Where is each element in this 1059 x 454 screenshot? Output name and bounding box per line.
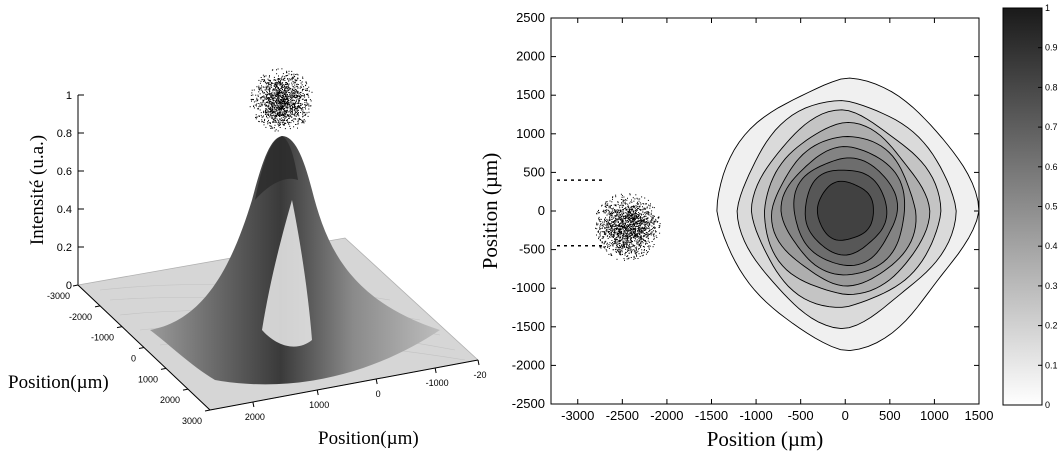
- x-tick-label: 1000: [138, 374, 158, 384]
- y-axis-ticks: 2000 1000 0 -1000 -20: [245, 359, 487, 422]
- z-axis-label: Intensité (u.a.): [27, 135, 48, 245]
- colorbar-tick-label: 0.2: [1045, 321, 1058, 331]
- contour-y-tick-label: 1500: [516, 87, 545, 102]
- colorbar-tick-label: 0.4: [1045, 241, 1058, 251]
- z-tick-label: 1: [66, 90, 72, 102]
- contour-y-label: Position (µm): [478, 153, 502, 270]
- y-axis-label: Position(µm): [318, 428, 419, 449]
- colorbar-tick-label: 0.9: [1045, 43, 1058, 53]
- contour-speckle-inset: [595, 193, 661, 261]
- contour-level: [816, 180, 874, 241]
- colorbar-tick-label: 0.5: [1045, 202, 1058, 212]
- z-tick-label: 0: [66, 280, 72, 292]
- contour-y-tick-label: 2500: [516, 10, 545, 25]
- colorbar-tick-label: 0.6: [1045, 162, 1058, 172]
- colorbar-tick-label: 1: [1045, 3, 1050, 13]
- contour-y-tick-label: 1000: [516, 126, 545, 141]
- x-tick-label: 0: [131, 354, 136, 364]
- contour-x-tick-label: 1000: [920, 408, 949, 423]
- x-axis-label: Position(µm): [8, 372, 109, 393]
- z-axis-ticks: 0 0.2 0.4 0.6 0.8 1: [57, 90, 84, 292]
- z-tick-label: 0.6: [57, 166, 72, 178]
- contour-y-tick-label: -2500: [512, 396, 545, 411]
- contour-y-tick-label: -1500: [512, 319, 545, 334]
- colorbar-tick-label: 0.7: [1045, 122, 1058, 132]
- colorbar-bar: [1002, 7, 1043, 406]
- y-tick-label: 2000: [245, 412, 265, 422]
- contour-x-tick-label: 1500: [965, 408, 994, 423]
- contour-x-tick-label: 500: [879, 408, 901, 423]
- contour-x-ticks: -3000 -2500 -2000 -1500 -1000 -500 0 500 1000 150…: [561, 18, 993, 423]
- x-tick-label: 2000: [160, 395, 180, 405]
- z-tick-label: 0.8: [57, 128, 72, 140]
- z-tick-label: 0.4: [57, 204, 72, 216]
- colorbar-ticks: 0 0.1 0.2 0.3 0.4 0.5 0.6 0.7 0.8 0.9 1: [1038, 3, 1058, 410]
- x-tick-label: 3000: [182, 416, 202, 426]
- colorbar-tick-label: 0: [1045, 400, 1050, 410]
- contour-plot: -3000 -2500 -2000 -1500 -1000 -500 0 500 1000 150…: [478, 10, 993, 451]
- surface-plot: 0 0.2 0.4 0.6 0.8 1 Intensité (u.a.) -3000 -20…: [8, 68, 487, 449]
- contour-y-tick-label: -2000: [512, 357, 545, 372]
- y-axis-line: [209, 359, 479, 411]
- y-tick-label: 1000: [309, 400, 329, 410]
- y-tick-label: -20: [473, 370, 486, 380]
- contour-y-tick-label: 0: [538, 203, 545, 218]
- contour-y-tick-label: -500: [519, 242, 545, 257]
- x-tick-label: -3000: [47, 291, 70, 301]
- inset-marker-lines: [557, 179, 605, 247]
- surface-peak-highlight: [262, 200, 312, 347]
- contour-x-tick-label: -2500: [606, 408, 639, 423]
- x-tick-label: -1000: [91, 333, 114, 343]
- colorbar-tick-label: 0.3: [1045, 281, 1058, 291]
- contour-x-tick-label: -1000: [739, 408, 772, 423]
- contour-y-tick-label: -1000: [512, 280, 545, 295]
- contour-x-tick-label: -1500: [695, 408, 728, 423]
- contour-x-label: Position (µm): [707, 427, 824, 451]
- colorbar-tick-label: 0.8: [1045, 82, 1058, 92]
- contour-x-tick-label: -500: [788, 408, 814, 423]
- z-tick-label: 0.2: [57, 242, 72, 254]
- contour-x-tick-label: -2000: [650, 408, 683, 423]
- contour-x-tick-label: 0: [842, 408, 849, 423]
- contour-y-ticks: 2500 2000 1500 1000 500 0 -500 -1000 -1500 -2000 -…: [512, 10, 979, 411]
- colorbar-tick-label: 0.1: [1045, 360, 1058, 370]
- y-tick-label: -1000: [426, 378, 449, 388]
- contour-levels: [716, 77, 980, 352]
- surface-peak-shadow: [255, 136, 298, 200]
- contour-y-tick-label: 2000: [516, 49, 545, 64]
- colorbar: 0 0.1 0.2 0.3 0.4 0.5 0.6 0.7 0.8 0.9 1: [1002, 3, 1058, 410]
- y-tick-label: 0: [376, 389, 381, 399]
- surface-speckle-inset: [249, 68, 313, 132]
- x-tick-label: -2000: [69, 312, 92, 322]
- contour-x-tick-label: -3000: [561, 408, 594, 423]
- contour-y-tick-label: 500: [523, 164, 545, 179]
